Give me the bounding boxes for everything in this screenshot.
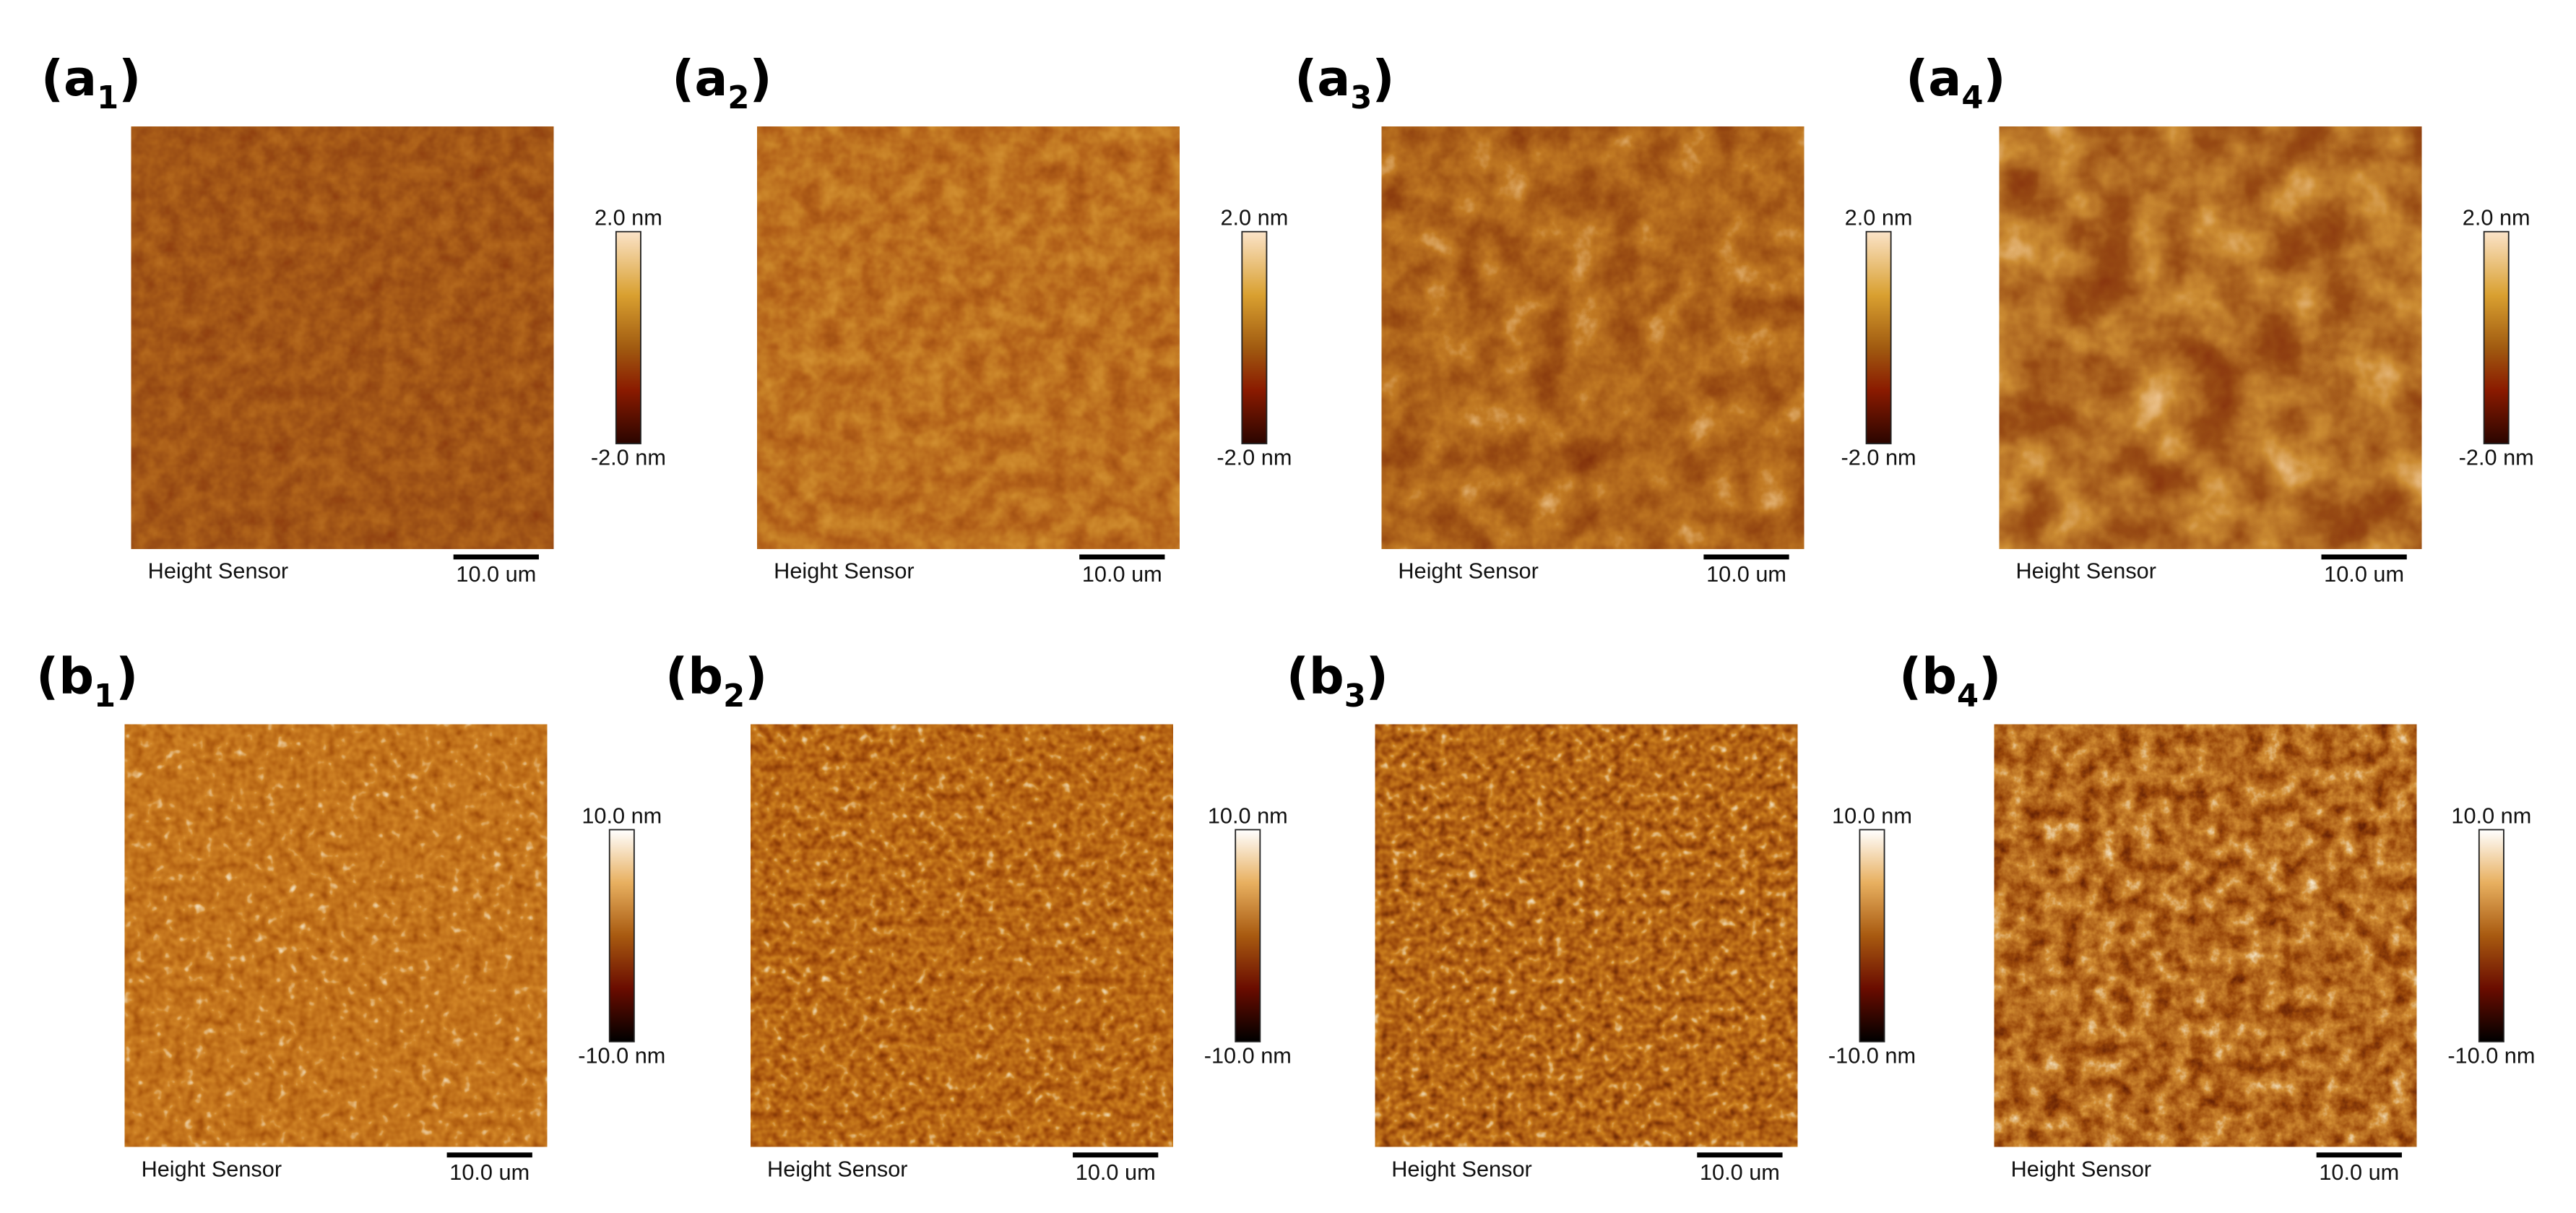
panel-label-letter: (b	[1899, 649, 1957, 706]
image-caption: Height Sensor	[1398, 558, 1538, 583]
afm-image	[1375, 724, 1798, 1147]
afm-panel: (a2) 2.0 nm -2.0 nm Height Sensor 10.0 um	[672, 51, 1292, 587]
panel-label: (b3)	[1287, 649, 1388, 715]
panel-label-letter: (b	[1287, 649, 1344, 706]
color-bar	[2478, 829, 2504, 1043]
afm-panel: (b4) 10.0 nm -10.0 nm Height Sensor 10.0 um	[1899, 649, 2535, 1185]
afm-image	[1994, 724, 2417, 1147]
color-bar-min: -2.0 nm	[1841, 445, 1916, 470]
color-bar-max: 2.0 nm	[1845, 205, 1913, 230]
panel-label-subscript: 1	[97, 80, 118, 116]
panel-label-close: )	[1366, 649, 1388, 706]
color-bar	[1865, 230, 1892, 444]
afm-panel: (a4) 2.0 nm -2.0 nm Height Sensor 10.0 um	[1906, 51, 2534, 587]
afm-image	[757, 126, 1180, 549]
color-bar-max: 2.0 nm	[1220, 205, 1288, 230]
panel-label-close: )	[116, 649, 138, 706]
afm-panel: (b1) 10.0 nm -10.0 nm Height Sensor 10.0 um	[36, 649, 665, 1185]
panel-label-close: )	[1983, 51, 2005, 108]
image-caption: Height Sensor	[767, 1156, 907, 1181]
panel-label: (a1)	[41, 51, 141, 116]
image-caption: Height Sensor	[142, 1156, 282, 1181]
panel-label-letter: (b	[665, 649, 723, 706]
panel-label-subscript: 1	[94, 678, 116, 715]
afm-panel: (b2) 10.0 nm -10.0 nm Height Sensor 10.0 um	[665, 649, 1292, 1185]
afm-image	[124, 724, 548, 1147]
panel-label-close: )	[745, 649, 767, 706]
color-bar-min: -10.0 nm	[2447, 1043, 2535, 1068]
panel-label-subscript: 4	[1961, 80, 1983, 116]
panel-label-letter: (a	[1906, 51, 1961, 108]
panel-label: (a4)	[1906, 51, 2005, 116]
color-bar-max: 10.0 nm	[1208, 803, 1288, 828]
scale-bar-label: 10.0 um	[1082, 561, 1162, 587]
panel-label-subscript: 3	[1350, 80, 1372, 116]
color-bar-max: 10.0 nm	[2451, 803, 2531, 828]
afm-image	[131, 126, 554, 549]
color-bar-min: -10.0 nm	[1204, 1043, 1292, 1068]
color-bar	[2483, 230, 2510, 444]
color-bar	[1859, 829, 1885, 1043]
panel-label: (b2)	[665, 649, 767, 715]
color-bar	[1235, 829, 1261, 1043]
panel-label: (a2)	[672, 51, 771, 116]
scale-bar-label: 10.0 um	[2324, 561, 2404, 587]
scale-bar-label: 10.0 um	[449, 1160, 530, 1185]
image-caption: Height Sensor	[148, 558, 288, 583]
color-bar	[608, 829, 635, 1043]
afm-image	[1381, 126, 1805, 549]
color-bar-max: 10.0 nm	[582, 803, 662, 828]
panel-label-close: )	[749, 51, 771, 108]
image-caption: Height Sensor	[1391, 1156, 1531, 1181]
afm-image	[1999, 126, 2422, 549]
image-caption: Height Sensor	[774, 558, 914, 583]
afm-panel: (a1) 2.0 nm -2.0 nm Height Sensor 10.0 um	[41, 51, 666, 587]
panel-label: (a3)	[1295, 51, 1394, 116]
scale-bar-label: 10.0 um	[456, 561, 536, 587]
afm-image	[751, 724, 1173, 1147]
panel-label-close: )	[1372, 51, 1394, 108]
scale-bar-label: 10.0 um	[1076, 1160, 1156, 1185]
panel-label-subscript: 4	[1957, 678, 1979, 715]
scale-bar-label: 10.0 um	[1700, 1160, 1780, 1185]
color-bar-max: 2.0 nm	[595, 205, 662, 230]
panel-label-subscript: 2	[727, 80, 749, 116]
color-bar-max: 10.0 nm	[1832, 803, 1912, 828]
image-caption: Height Sensor	[2011, 1156, 2151, 1181]
color-bar-min: -2.0 nm	[1216, 445, 1292, 470]
panel-label: (b4)	[1899, 649, 2001, 715]
color-bar-min: -10.0 nm	[578, 1043, 665, 1068]
image-caption: Height Sensor	[2015, 558, 2156, 583]
scale-bar-label: 10.0 um	[2319, 1160, 2399, 1185]
panel-label-close: )	[118, 51, 141, 108]
panel-label-letter: (a	[672, 51, 727, 108]
panel-label-letter: (a	[1295, 51, 1350, 108]
scale-bar-label: 10.0 um	[1706, 561, 1786, 587]
panel-label-close: )	[1979, 649, 2001, 706]
color-bar-min: -10.0 nm	[1828, 1043, 1916, 1068]
panel-label: (b1)	[36, 649, 138, 715]
color-bar-min: -2.0 nm	[2459, 445, 2534, 470]
afm-panel: (b3) 10.0 nm -10.0 nm Height Sensor 10.0 um	[1287, 649, 1916, 1185]
panel-label-letter: (b	[36, 649, 94, 706]
panel-label-subscript: 2	[723, 678, 745, 715]
color-bar	[615, 230, 641, 444]
afm-panel: (a3) 2.0 nm -2.0 nm Height Sensor 10.0 um	[1295, 51, 1916, 587]
color-bar-min: -2.0 nm	[591, 445, 666, 470]
panel-label-letter: (a	[41, 51, 97, 108]
panel-label-subscript: 3	[1344, 678, 1366, 715]
color-bar-max: 2.0 nm	[2463, 205, 2530, 230]
color-bar	[1241, 230, 1268, 444]
